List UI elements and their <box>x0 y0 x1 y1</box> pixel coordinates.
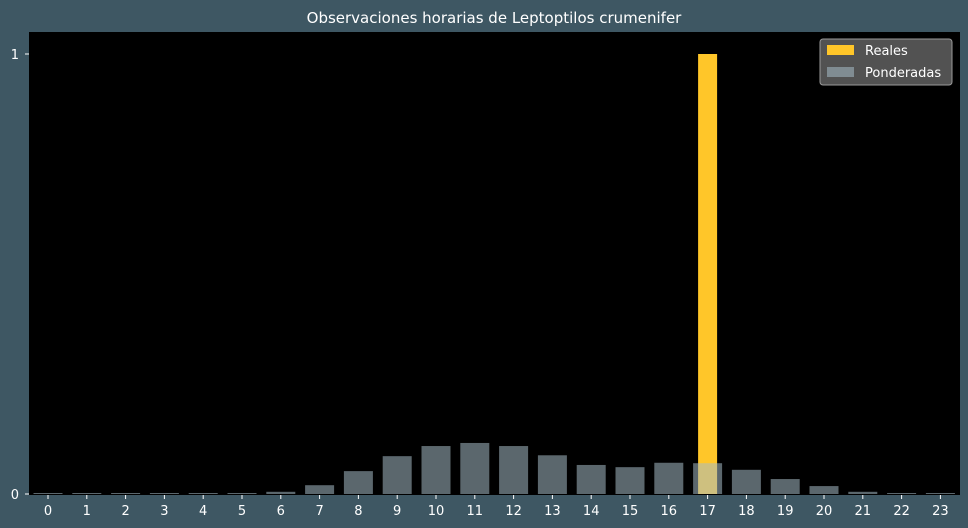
x-tick-label-20: 20 <box>816 504 833 519</box>
x-tick-label-14: 14 <box>583 504 600 519</box>
x-tick-label-10: 10 <box>428 504 445 519</box>
x-tick-label-15: 15 <box>622 504 639 519</box>
x-tick-label-17: 17 <box>699 504 716 519</box>
x-tick-label-6: 6 <box>277 504 285 519</box>
x-tick-label-13: 13 <box>544 504 561 519</box>
x-tick-label-3: 3 <box>160 504 168 519</box>
bar-ponderadas-15 <box>615 467 645 494</box>
bar-ponderadas-19 <box>770 479 800 494</box>
series-ponderadas <box>33 442 955 494</box>
y-tick-label-0: 0 <box>11 488 19 503</box>
y-axis: 01 <box>11 48 29 503</box>
bar-ponderadas-17 <box>693 463 723 494</box>
y-tick-label-1: 1 <box>11 48 19 63</box>
bar-ponderadas-4 <box>188 493 218 494</box>
x-tick-label-5: 5 <box>238 504 246 519</box>
x-tick-label-21: 21 <box>855 504 872 519</box>
x-tick-label-2: 2 <box>121 504 129 519</box>
bar-ponderadas-12 <box>499 446 529 494</box>
bar-ponderadas-3 <box>149 493 179 494</box>
x-tick-label-16: 16 <box>661 504 678 519</box>
x-tick-label-4: 4 <box>199 504 207 519</box>
bar-ponderadas-16 <box>654 462 684 494</box>
bar-reales-17 <box>698 54 718 494</box>
legend-swatch-ponderadas <box>827 67 854 77</box>
bar-ponderadas-2 <box>111 493 141 494</box>
x-tick-label-0: 0 <box>44 504 52 519</box>
bar-ponderadas-20 <box>809 486 839 494</box>
x-tick-label-1: 1 <box>83 504 91 519</box>
bar-ponderadas-8 <box>343 471 373 494</box>
bar-ponderadas-23 <box>925 493 955 494</box>
x-tick-label-23: 23 <box>932 504 949 519</box>
x-tick-label-9: 9 <box>393 504 401 519</box>
bar-ponderadas-7 <box>305 485 335 494</box>
legend-label-reales: Reales <box>865 44 908 59</box>
bar-ponderadas-14 <box>576 464 606 494</box>
x-tick-label-11: 11 <box>467 504 484 519</box>
bar-ponderadas-0 <box>33 493 63 494</box>
series-reales <box>698 54 718 494</box>
bar-ponderadas-9 <box>382 456 412 494</box>
bar-ponderadas-11 <box>460 442 490 494</box>
plot-area <box>29 32 960 495</box>
bar-ponderadas-6 <box>266 491 296 494</box>
legend: Reales Ponderadas <box>819 38 953 86</box>
bar-ponderadas-13 <box>537 455 567 494</box>
legend-swatch-reales <box>827 45 854 55</box>
bar-ponderadas-22 <box>887 493 917 494</box>
bar-ponderadas-10 <box>421 446 451 494</box>
x-tick-label-12: 12 <box>505 504 522 519</box>
legend-label-ponderadas: Ponderadas <box>865 66 941 81</box>
bar-ponderadas-18 <box>731 469 761 494</box>
x-tick-label-19: 19 <box>777 504 794 519</box>
x-tick-label-7: 7 <box>315 504 323 519</box>
x-axis: 0 1 2 3 4 5 6 7 8 9 10 11 12 13 14 15 16 17 18 19 20 21 22 23 <box>44 495 949 519</box>
bar-ponderadas-1 <box>72 493 102 494</box>
chart-title: Observaciones horarias de Leptoptilos cr… <box>307 9 683 27</box>
x-tick-label-8: 8 <box>354 504 362 519</box>
x-tick-label-18: 18 <box>738 504 755 519</box>
x-tick-label-22: 22 <box>893 504 910 519</box>
bar-ponderadas-21 <box>848 491 878 494</box>
bar-ponderadas-5 <box>227 493 257 494</box>
